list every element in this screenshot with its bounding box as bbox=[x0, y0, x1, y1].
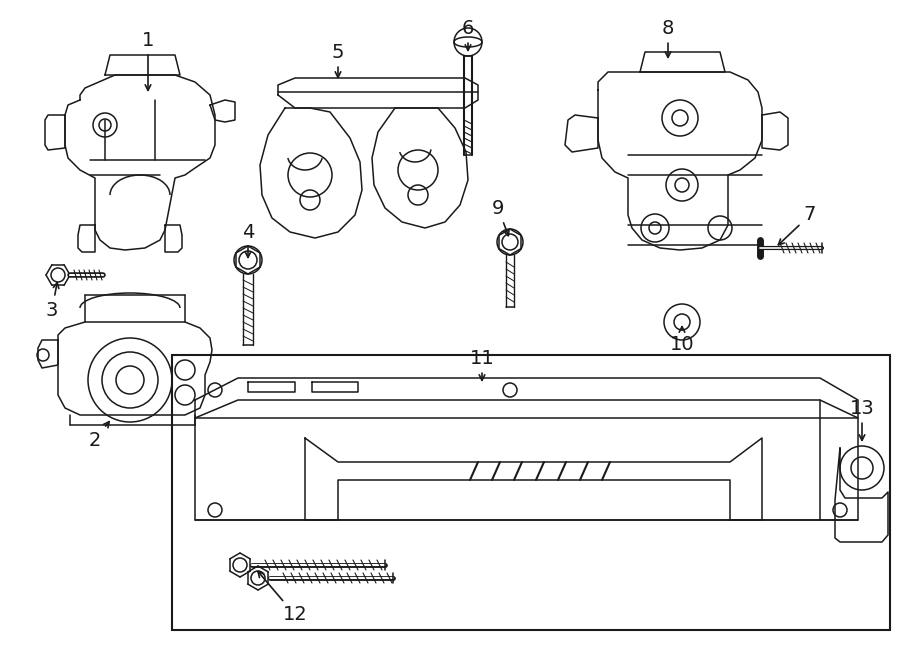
Text: 4: 4 bbox=[242, 223, 254, 257]
Text: 6: 6 bbox=[462, 19, 474, 50]
Text: 12: 12 bbox=[258, 572, 308, 625]
Text: 10: 10 bbox=[670, 327, 694, 354]
Text: 13: 13 bbox=[850, 399, 875, 440]
Text: 8: 8 bbox=[662, 19, 674, 58]
Text: 1: 1 bbox=[142, 30, 154, 91]
Text: 2: 2 bbox=[89, 422, 109, 449]
Text: 9: 9 bbox=[491, 198, 509, 236]
Text: 11: 11 bbox=[470, 348, 494, 380]
Bar bbox=[172, 355, 890, 630]
Text: 3: 3 bbox=[46, 282, 58, 319]
Text: 5: 5 bbox=[332, 42, 344, 77]
Text: 7: 7 bbox=[778, 206, 816, 245]
